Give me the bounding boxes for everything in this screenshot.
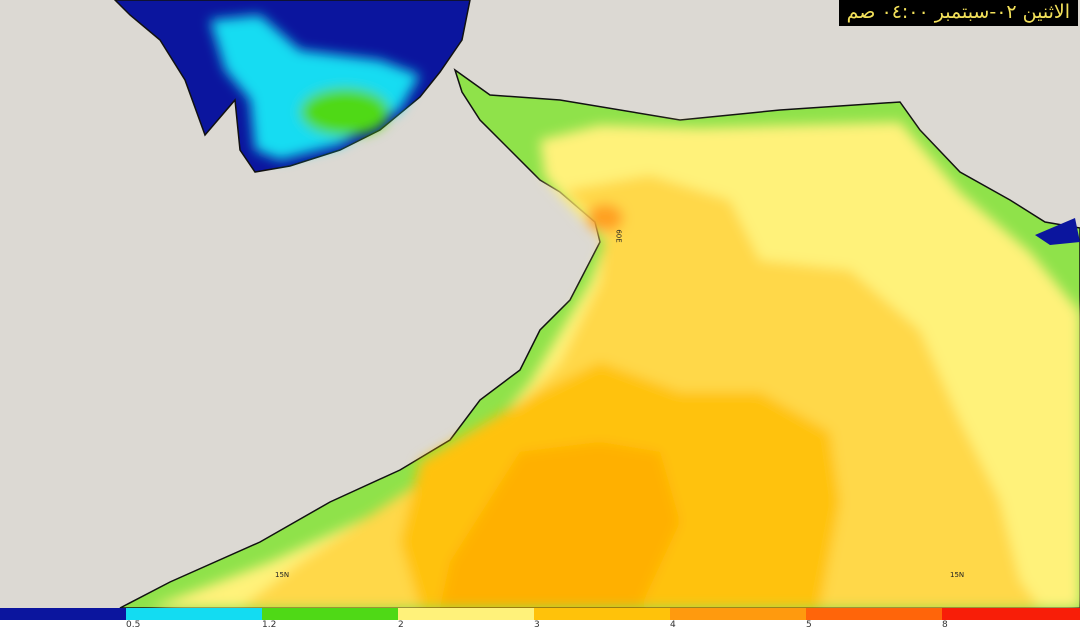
colorbar-segment bbox=[126, 608, 262, 620]
colorbar-tick: 3 bbox=[534, 620, 540, 629]
colorbar-segment bbox=[534, 608, 670, 620]
colorbar-segment bbox=[942, 608, 1080, 620]
colorbar bbox=[0, 608, 1080, 620]
colorbar-segment bbox=[806, 608, 942, 620]
hotspot bbox=[587, 204, 623, 232]
colorbar-segment bbox=[0, 608, 126, 620]
lat-label-left: 15N bbox=[275, 571, 290, 579]
gulf-green-zone bbox=[300, 88, 390, 136]
colorbar-segment bbox=[262, 608, 398, 620]
lon-label: 60E bbox=[614, 229, 623, 243]
colorbar-tick: 4 bbox=[670, 620, 676, 629]
colorbar-tick: 2 bbox=[398, 620, 404, 629]
colorbar-segment bbox=[670, 608, 806, 620]
colorbar-tick: 5 bbox=[806, 620, 812, 629]
sea-deep-orange-zone bbox=[440, 442, 680, 608]
gulf-of-oman-blue bbox=[1035, 218, 1080, 245]
colorbar-tick: 1.2 bbox=[262, 620, 277, 629]
map-canvas bbox=[0, 0, 1080, 608]
lat-label-right: 15N bbox=[950, 571, 965, 579]
colorbar-tick: 0.5 bbox=[126, 620, 141, 629]
date-time-title: الاثنين ٠٢-سبتمبر ٠٤:٠٠ صم bbox=[838, 0, 1078, 26]
colorbar-segment bbox=[398, 608, 534, 620]
colorbar-tick: 8 bbox=[942, 620, 948, 629]
